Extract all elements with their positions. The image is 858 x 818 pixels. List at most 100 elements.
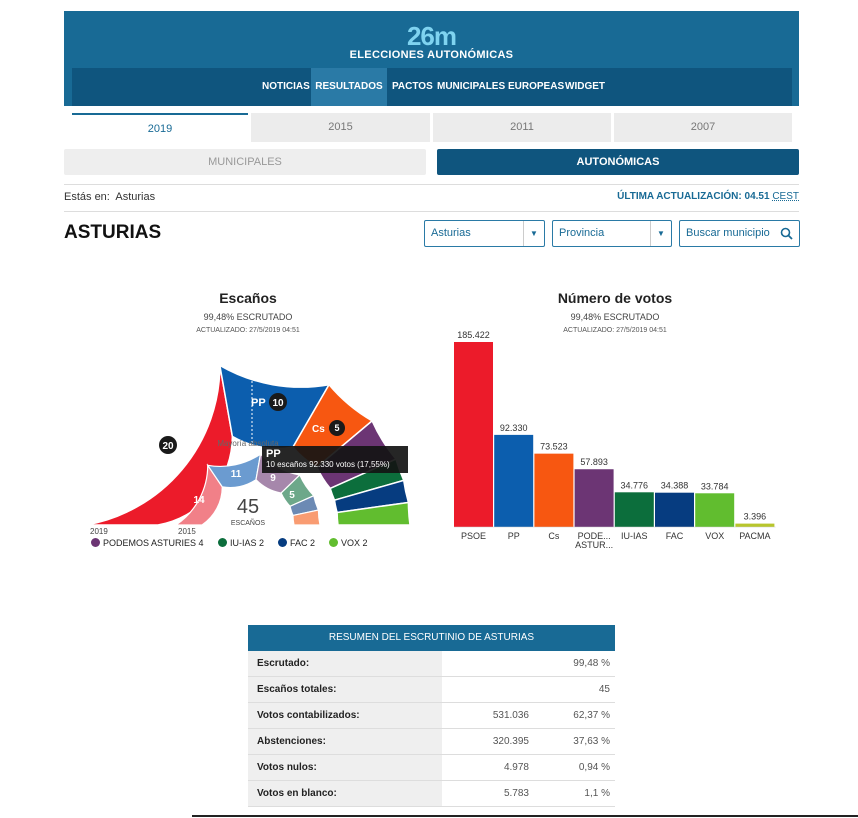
bar-value-label: 185.422 <box>457 330 490 340</box>
nav-pactos[interactable]: PACTOS <box>392 81 433 92</box>
pp-seats: 10 <box>272 398 284 409</box>
nav-noticias[interactable]: NOTICIAS <box>262 81 310 92</box>
bar-value-label: 57.893 <box>580 457 608 467</box>
row-percent: 0,94 % <box>578 762 610 773</box>
votes-title: Número de votos <box>557 290 673 306</box>
bar-value-label: 33.784 <box>701 481 729 491</box>
inner-year-label: 2015 <box>178 527 196 536</box>
nav-widget[interactable]: WIDGET <box>565 81 605 92</box>
legend-dot-icon <box>91 538 100 547</box>
tab-year-2019[interactable]: 2019 <box>72 113 248 142</box>
bar-5[interactable] <box>655 492 694 527</box>
bar-1[interactable] <box>494 434 534 527</box>
tab-year-2015[interactable]: 2015 <box>251 113 430 142</box>
legend-label: IU-IAS 2 <box>230 538 265 548</box>
legend-label: VOX 2 <box>341 538 368 548</box>
legend-dot-icon <box>218 538 227 547</box>
nav-resultados[interactable]: RESULTADOS <box>311 68 387 106</box>
last-update-label: ÚLTIMA ACTUALIZACIÓN: <box>617 191 742 202</box>
municipio-search[interactable]: Buscar municipio <box>679 220 800 247</box>
seats-title: Escaños <box>219 290 277 306</box>
row-label: Abstenciones: <box>257 736 326 747</box>
outer-year-label: 2019 <box>90 527 108 536</box>
bar-7[interactable] <box>735 523 775 527</box>
breadcrumb-place[interactable]: Asturias <box>115 191 156 203</box>
inner-ring-2015 <box>174 452 321 526</box>
row-label: Votos contabilizados: <box>257 710 360 721</box>
row-label-cell: Abstenciones: <box>248 729 442 754</box>
legend-dot-icon <box>278 538 287 547</box>
row-label-cell: Votos nulos: <box>248 755 442 780</box>
nav-europeas[interactable]: EUROPEAS <box>508 81 565 92</box>
bar-2[interactable] <box>534 453 574 527</box>
bar-value-label: 3.396 <box>744 512 767 522</box>
summary-table: RESUMEN DEL ESCRUTINIO DE ASTURIAS Escru… <box>248 625 615 807</box>
psoe-label: PSOE <box>125 440 156 452</box>
category-label: Cs <box>548 531 559 541</box>
seats-updated: ACTUALIZADO: 27/5/2019 04:51 <box>196 327 300 334</box>
seat-segment-vox[interactable] <box>336 501 411 526</box>
row-value: 531.036 <box>492 710 529 721</box>
cs-badge <box>329 420 345 436</box>
tab-year-2007[interactable]: 2007 <box>614 113 792 142</box>
province-select[interactable]: Provincia ▼ <box>552 220 672 247</box>
row-value: 320.395 <box>492 736 529 747</box>
bar-value-label: 92.330 <box>500 423 528 433</box>
search-placeholder: Buscar municipio <box>686 227 770 239</box>
bar-value-label: 34.776 <box>621 480 649 490</box>
municipales-button[interactable]: MUNICIPALES <box>64 149 426 175</box>
logo[interactable]: 26m <box>406 21 457 51</box>
category-label: PACMA <box>739 531 770 541</box>
row-label: Escrutado: <box>257 658 310 669</box>
pp-badge <box>269 393 287 411</box>
breadcrumb: Estás en: Asturias <box>64 191 155 203</box>
divider <box>64 184 799 185</box>
tooltip-detail: 10 escaños 92.330 votos (17,55%) <box>266 460 390 469</box>
row-percent: 45 <box>598 684 610 695</box>
row-label-cell: Escrutado: <box>248 651 442 676</box>
seats-scrutiny: 99,48% ESCRUTADO <box>203 312 293 322</box>
last-update-tz: CEST <box>772 191 799 202</box>
pp-label: PP <box>251 397 266 409</box>
table-row: Abstenciones: 320.395 37,63 % <box>248 729 615 755</box>
header-subtitle: ELECCIONES AUTONÓMICAS <box>349 49 514 61</box>
breadcrumb-prefix: Estás en: <box>64 191 110 203</box>
table-row: Votos contabilizados: 531.036 62,37 % <box>248 703 615 729</box>
majority-label: Mayoría absoluta <box>217 439 279 448</box>
row-label-cell: Votos en blanco: <box>248 781 442 806</box>
bar-6[interactable] <box>695 493 735 527</box>
inner-psoe-seats: 14 <box>193 495 205 506</box>
table-row: Escrutado: 99,48 % <box>248 651 615 677</box>
last-update-time: 04.51 <box>744 191 770 202</box>
legend-dot-icon <box>329 538 338 547</box>
chevron-down-icon: ▼ <box>523 221 544 246</box>
tab-year-2011[interactable]: 2011 <box>433 113 611 142</box>
category-label: PP <box>508 531 520 541</box>
total-seats-label: ESCAÑOS <box>231 518 266 527</box>
page-title: ASTURIAS <box>64 222 162 243</box>
seat-segment-cs[interactable] <box>292 509 321 526</box>
votes-bar-chart: 185.422 PSOE 92.330 PP 73.523 Cs 57.893 PODE...… <box>454 330 776 550</box>
category-label: ASTUR... <box>575 540 613 550</box>
legend-label: FAC 2 <box>290 538 316 548</box>
bar-3[interactable] <box>574 469 614 527</box>
legend-item[interactable]: FAC 2 <box>278 538 315 548</box>
nav-municipales[interactable]: MUNICIPALES <box>437 81 506 92</box>
votes-updated: ACTUALIZADO: 27/5/2019 04:51 <box>563 327 667 334</box>
inner-podemos-seats: 9 <box>270 473 276 484</box>
autonomicas-button[interactable]: AUTONÓMICAS <box>437 149 799 175</box>
category-label: VOX <box>705 531 724 541</box>
row-value: 4.978 <box>503 762 529 773</box>
row-percent: 99,48 % <box>573 658 610 669</box>
category-label: PSOE <box>461 531 486 541</box>
bar-0[interactable] <box>454 342 493 527</box>
community-select-value: Asturias <box>431 227 471 239</box>
cs-label: Cs <box>312 424 325 435</box>
community-select[interactable]: Asturias ▼ <box>424 220 545 247</box>
legend-item[interactable]: VOX 2 <box>329 538 368 548</box>
legend-item[interactable]: IU-IAS 2 <box>218 538 264 548</box>
summary-rows: Escrutado: 99,48 % Escaños totales: 45 Votos… <box>248 651 615 807</box>
legend-item[interactable]: PODEMOS ASTURIES 4 <box>91 538 204 548</box>
bar-4[interactable] <box>614 492 654 527</box>
main-nav: NOTICIAS RESULTADOS PACTOS MUNICIPALES E… <box>72 68 792 106</box>
